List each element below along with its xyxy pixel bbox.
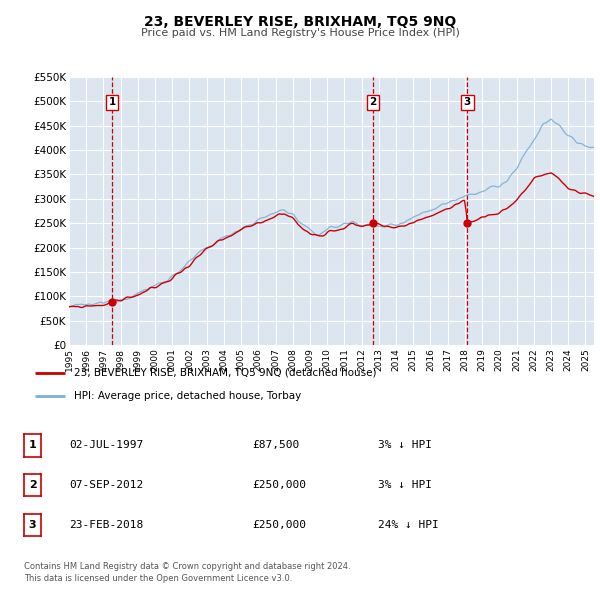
Text: 23, BEVERLEY RISE, BRIXHAM, TQ5 9NQ: 23, BEVERLEY RISE, BRIXHAM, TQ5 9NQ	[144, 15, 456, 29]
Text: 3% ↓ HPI: 3% ↓ HPI	[378, 480, 432, 490]
Text: 2: 2	[370, 97, 377, 107]
Text: This data is licensed under the Open Government Licence v3.0.: This data is licensed under the Open Gov…	[24, 574, 292, 583]
Text: £250,000: £250,000	[252, 480, 306, 490]
Text: £87,500: £87,500	[252, 441, 299, 450]
Text: 23-FEB-2018: 23-FEB-2018	[69, 520, 143, 530]
Text: 1: 1	[29, 441, 37, 450]
Text: Contains HM Land Registry data © Crown copyright and database right 2024.: Contains HM Land Registry data © Crown c…	[24, 562, 350, 571]
Text: £250,000: £250,000	[252, 520, 306, 530]
Text: HPI: Average price, detached house, Torbay: HPI: Average price, detached house, Torb…	[74, 391, 301, 401]
Text: 02-JUL-1997: 02-JUL-1997	[69, 441, 143, 450]
Text: 3% ↓ HPI: 3% ↓ HPI	[378, 441, 432, 450]
Text: 24% ↓ HPI: 24% ↓ HPI	[378, 520, 439, 530]
Text: 3: 3	[464, 97, 471, 107]
Text: 1: 1	[109, 97, 116, 107]
Text: 23, BEVERLEY RISE, BRIXHAM, TQ5 9NQ (detached house): 23, BEVERLEY RISE, BRIXHAM, TQ5 9NQ (det…	[74, 368, 376, 378]
Text: 3: 3	[29, 520, 37, 530]
Text: Price paid vs. HM Land Registry's House Price Index (HPI): Price paid vs. HM Land Registry's House …	[140, 28, 460, 38]
Text: 2: 2	[29, 480, 37, 490]
Text: 07-SEP-2012: 07-SEP-2012	[69, 480, 143, 490]
